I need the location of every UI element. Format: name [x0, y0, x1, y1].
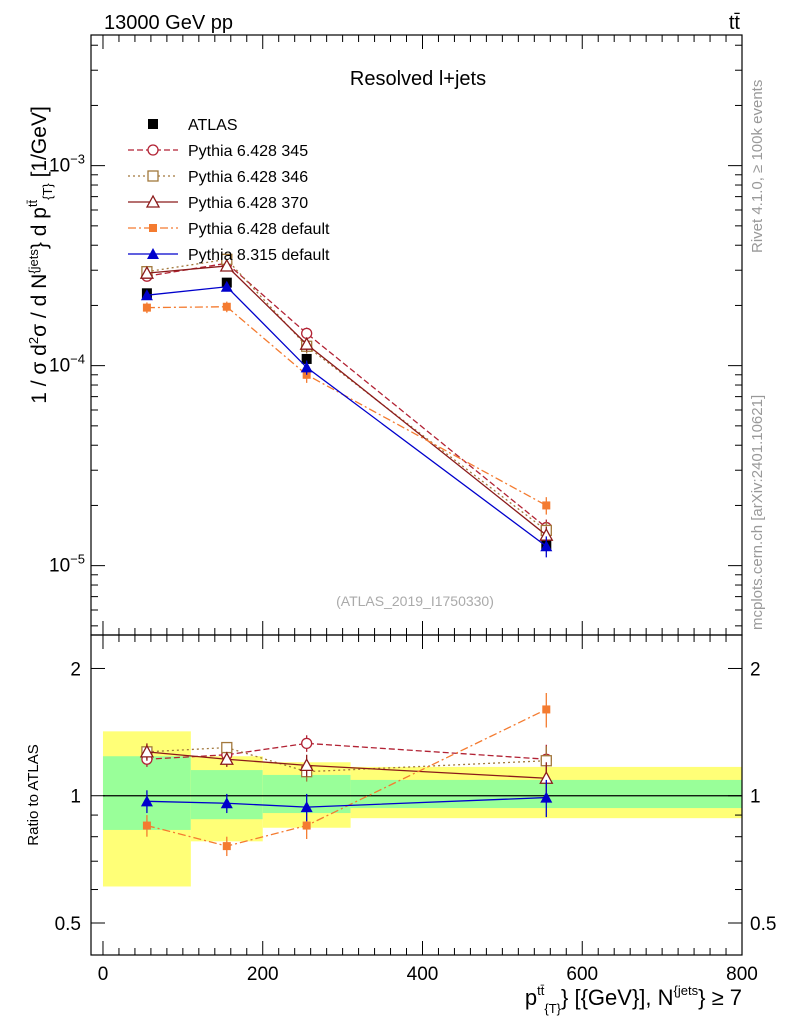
ratio-y-tick-label: 1 — [70, 787, 81, 808]
ratio-frame — [90, 634, 743, 956]
legend-marker — [145, 194, 161, 208]
main-point-pythia-6-428-370 — [299, 336, 314, 350]
main-point-pythia-6-428-370 — [139, 265, 155, 279]
legend-label: Pythia 6.428 345 — [188, 143, 308, 160]
legend-marker — [147, 144, 159, 156]
main-y-axis-label: 1 / σ d2σ / d N{jets} d ptt̄{T} [1/GeV] — [25, 106, 55, 404]
ratio-y-tick-label-right: 1 — [750, 787, 761, 808]
y-tick-label: 10−5 — [49, 552, 85, 577]
main-point-pythia-8-315-default — [300, 361, 313, 373]
ratio-point-pythia-6-428-default — [142, 821, 151, 830]
ratio-point-pythia-8-315-default — [140, 795, 153, 807]
x-axis-label: ptt̄{T}} [{GeV}], N{jets} ≥ 7 — [525, 983, 742, 1016]
ratio-point-pythia-8-315-default — [220, 797, 233, 809]
ratio-point-pythia-6-428-345 — [301, 737, 313, 750]
ratio-point-pythia-6-428-370 — [139, 744, 155, 758]
x-tick-label: 0 — [98, 964, 109, 985]
legend-label: Pythia 6.428 370 — [188, 195, 308, 212]
rivet-version-label: Rivet 4.1.0, ≥ 100k events — [749, 80, 766, 253]
ratio-line-pythia-8-315-default — [146, 796, 547, 808]
legend-label: ATLAS — [188, 117, 238, 134]
legend-label: Pythia 6.428 346 — [188, 169, 308, 186]
ratio-point-pythia-6-428-370 — [299, 757, 314, 771]
ratio-y-tick-label: 2 — [70, 659, 81, 680]
ratio-line-pythia-6-428-346 — [146, 746, 547, 773]
ratio-point-pythia-6-428-346 — [221, 741, 233, 754]
ratio-point-pythia-8-315-default — [300, 801, 313, 813]
legend-marker — [147, 248, 159, 259]
main-point-pythia-6-428-default — [142, 303, 151, 312]
x-tick-label: 800 — [726, 964, 758, 985]
legend: ATLAS Pythia 6.428 345 Pythia 6.428 346 Pyt… — [128, 117, 330, 264]
ratio-point-pythia-6-428-370 — [219, 751, 234, 765]
main-point-pythia-6-428-370 — [219, 258, 234, 272]
legend-marker — [147, 170, 159, 182]
panel-title: Resolved l+jets — [350, 68, 486, 90]
main-point-atlas — [301, 353, 312, 364]
main-point-pythia-8-315-default — [140, 289, 153, 301]
ratio-point-pythia-8-315-default — [540, 791, 553, 803]
x-tick-label: 200 — [247, 964, 279, 985]
ratio-point-pythia-6-428-default — [222, 842, 231, 851]
y-tick-label: 10−3 — [49, 152, 85, 177]
main-point-pythia-6-428-default — [542, 501, 551, 510]
main-point-pythia-6-428-default — [222, 302, 231, 311]
legend-label: Pythia 8.315 default — [188, 247, 330, 264]
ratio-y-axis-label: Ratio to ATLAS — [25, 744, 42, 845]
main-point-pythia-8-315-default — [540, 540, 553, 552]
mcplots-source-label: mcplots.cern.ch [arXiv:2401.10621] — [749, 395, 766, 630]
ratio-line-pythia-6-428-default — [146, 708, 547, 847]
legend-marker — [148, 119, 158, 129]
main-line-pythia-6-428-346 — [146, 258, 547, 531]
ratio-y-tick-label: 0.5 — [55, 914, 81, 935]
ratio-line-pythia-6-428-345 — [146, 742, 547, 760]
ratio-point-pythia-6-428-default — [542, 705, 551, 714]
ratio-y-tick-label-right: 0.5 — [750, 914, 776, 935]
ratio-y-tick-label-right: 2 — [750, 659, 761, 680]
x-tick-label: 400 — [407, 964, 439, 985]
energy-label: 13000 GeV pp — [104, 12, 233, 34]
ratio-line-pythia-6-428-370 — [146, 751, 547, 779]
x-tick-label: 600 — [566, 964, 598, 985]
main-line-pythia-6-428-default — [146, 306, 547, 507]
main-point-pythia-8-315-default — [220, 280, 233, 292]
legend-marker — [149, 224, 157, 232]
main-line-pythia-8-315-default — [146, 286, 547, 547]
process-label: tt̄ — [729, 12, 741, 34]
main-panel: 10−3 10−4 10−5 Resolved l+jets (ATLAS_2019_I… — [49, 34, 743, 636]
ratio-panel: 0 200 400 600 800 0.5 0.5 1 1 2 2 Ratio to ATLAS — [25, 634, 776, 985]
analysis-watermark: (ATLAS_2019_I1750330) — [336, 593, 494, 609]
y-tick-label: 10−4 — [49, 352, 85, 377]
legend-label: Pythia 6.428 default — [188, 221, 330, 238]
ratio-point-pythia-6-428-default — [302, 821, 311, 830]
